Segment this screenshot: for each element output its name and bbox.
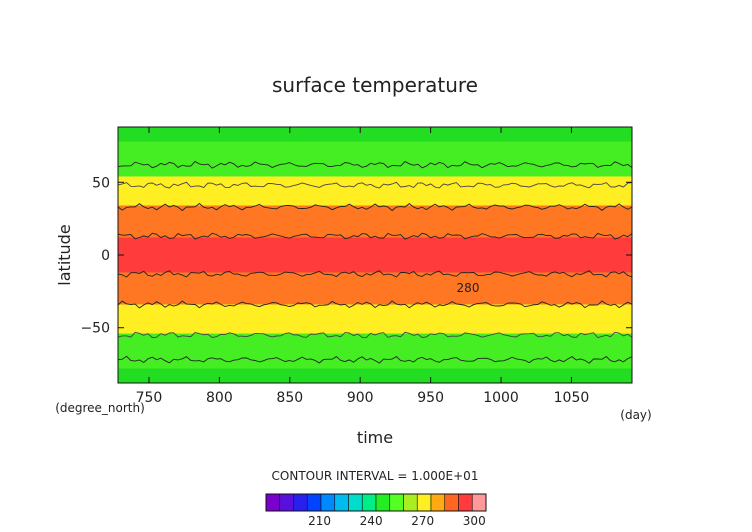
- x-tick-label-750: 750: [136, 390, 163, 406]
- colorbar-cell-2: [293, 493, 308, 512]
- band-260-north: [118, 176, 632, 206]
- colorbar-cell-14: [458, 493, 473, 512]
- x-tick-label-900: 900: [347, 390, 374, 406]
- x-tick-label-850: 850: [276, 390, 303, 406]
- band-230-south: [118, 368, 632, 383]
- x-axis-label: time: [357, 428, 393, 447]
- plot-area: 280: [118, 127, 632, 383]
- colorbar-tick-label-300: 300: [463, 514, 486, 528]
- x-tick-label-1050: 1050: [554, 390, 590, 406]
- colorbar-cell-0: [265, 493, 281, 512]
- x-axis-unit: (day): [620, 408, 651, 422]
- colorbar-cell-3: [306, 493, 322, 512]
- colorbar: [265, 493, 487, 512]
- y-ticks: 50 0 −50: [80, 175, 632, 337]
- contour-260-south: [118, 331, 632, 339]
- colorbar-frame: [265, 493, 487, 512]
- x-tick-label-1000: 1000: [483, 390, 519, 406]
- colorbar-cell-10: [403, 493, 418, 512]
- colorbar-cell-7: [361, 493, 377, 512]
- colorbar-cell-5: [334, 493, 349, 512]
- colorbar-cell-9: [389, 493, 404, 512]
- colorbar-cell-4: [320, 493, 336, 512]
- colorbar-ticks: 210 240 270 300: [308, 514, 486, 528]
- contour-260-north: [118, 181, 632, 189]
- band-270-north: [118, 205, 632, 238]
- y-tick-label-50: 50: [92, 175, 110, 191]
- x-ticks: 750 800 850 900 950 1000 1050: [136, 127, 590, 406]
- colorbar-cell-11: [416, 493, 432, 512]
- colorbar-cell-13: [444, 493, 459, 512]
- contour-280-north: [118, 232, 632, 240]
- chart-title: surface temperature: [272, 73, 478, 97]
- contour-250-north: [118, 160, 632, 169]
- colorbar-cell-1: [279, 493, 294, 512]
- colorbar-cell-8: [375, 493, 391, 512]
- contour-270-north: [118, 202, 632, 212]
- colorbar-cell-6: [348, 493, 363, 512]
- y-axis-unit: (degree_north): [55, 401, 145, 415]
- band-260-south: [118, 304, 632, 334]
- band-230-north: [118, 127, 632, 142]
- contour-label: 280: [457, 281, 480, 295]
- contour-270-south: [118, 300, 632, 309]
- colorbar-cell-12: [430, 493, 446, 512]
- colorbar-tick-label-240: 240: [360, 514, 383, 528]
- colorbar-tick-label-210: 210: [308, 514, 331, 528]
- band-250-south: [118, 333, 632, 369]
- x-tick-label-800: 800: [206, 390, 233, 406]
- x-tick-label-950: 950: [417, 390, 444, 406]
- y-tick-label-0: 0: [101, 248, 110, 264]
- colorbar-tick-label-270: 270: [411, 514, 434, 528]
- contour-250-south: [118, 355, 632, 364]
- band-250-north: [118, 141, 632, 177]
- y-axis-label: latitude: [55, 224, 74, 285]
- y-tick-label--50: −50: [80, 321, 110, 337]
- contour-280-south: [118, 270, 632, 278]
- band-270-south: [118, 272, 632, 305]
- band-280-north: [118, 237, 632, 273]
- colorbar-cell-15: [471, 493, 487, 512]
- contour-interval-text: CONTOUR INTERVAL = 1.000E+01: [272, 469, 479, 483]
